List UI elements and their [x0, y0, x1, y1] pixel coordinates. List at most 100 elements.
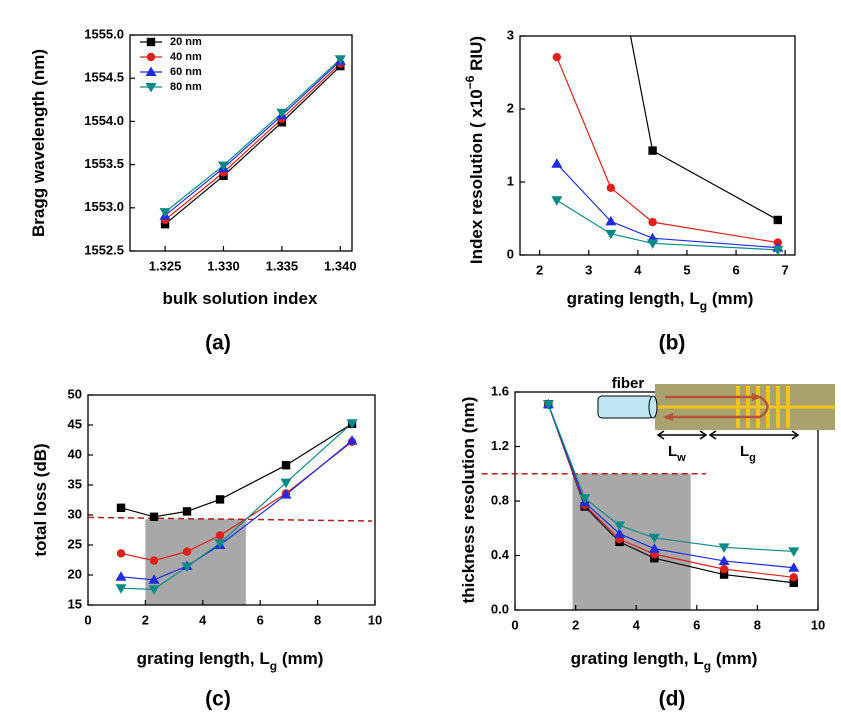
y-tick-label: 1552.5: [84, 242, 124, 257]
plot-frame: [87, 394, 376, 606]
x-axis-label-sub: g: [270, 659, 277, 673]
panel: 0 2 4 6 8 10 15 20 25 30 35 40 45 50 total loss (dB) gr…: [31, 386, 382, 710]
series-line: [164, 60, 341, 217]
marker: [719, 564, 729, 574]
panel-label: (b): [659, 332, 686, 355]
x-tick-label: 6: [257, 612, 264, 627]
marker: [146, 37, 156, 47]
marker: [215, 531, 225, 540]
marker: [605, 215, 617, 226]
marker: [648, 217, 657, 227]
series-line: [547, 404, 794, 553]
x-axis-label-main: grating length, L: [571, 649, 704, 668]
marker: [145, 83, 157, 93]
x-tick-label: 3: [585, 262, 592, 277]
arrowheads: [663, 393, 762, 421]
marker: [542, 400, 554, 410]
fiber-label: fiber: [612, 375, 645, 392]
y-tick-label: 50: [68, 386, 82, 401]
x-tick-label: 1.335: [266, 258, 299, 273]
x-axis-label-main: grating length, L: [137, 649, 270, 668]
marker: [280, 489, 292, 499]
inset-diagram: fiber Lw Lg: [597, 375, 835, 464]
y-tick-label: 35: [68, 476, 82, 491]
panel: 1.325 1.330 1.335 1.340 1552.5 1553.0 1553.5 15…: [29, 26, 356, 354]
y-tick-label: 1: [507, 173, 514, 188]
x-axis-label-end: (mm): [707, 289, 753, 308]
marker: [281, 461, 291, 470]
x-axis-label: grating length, Lg (mm): [571, 649, 758, 673]
y-tick-label: 0.8: [491, 492, 509, 507]
marker: [552, 52, 562, 62]
lg-label: Lg: [740, 443, 756, 464]
series-line: [120, 441, 353, 562]
x-axis-label: bulk solution index: [163, 289, 318, 308]
y-axis-label: total loss (dB): [31, 443, 50, 556]
series-line: [164, 65, 341, 225]
marker: [605, 229, 617, 240]
y-tick-label: 40: [68, 446, 82, 461]
x-axis-label-main: bulk solution index: [163, 289, 318, 308]
series-line: [556, 163, 778, 249]
marker: [182, 507, 192, 516]
marker: [719, 570, 729, 579]
lw-label: Lw: [668, 443, 686, 464]
y-tick-label: 0.4: [491, 547, 510, 562]
y-axis-label-main: total loss (dB): [31, 443, 50, 556]
marker: [334, 55, 346, 65]
series-line: [120, 423, 353, 518]
y-tick-label: 15: [68, 596, 82, 611]
marker: [773, 215, 783, 225]
plot-frame: [519, 35, 796, 256]
legend-label: 20 nm: [170, 36, 202, 48]
series-line: [556, 56, 778, 244]
marker: [551, 196, 563, 206]
panel: 0 2 4 6 8 10 0.0 0.4 0.8 1.2 1.6 thickness resoluti…: [459, 383, 825, 710]
marker: [606, 183, 616, 193]
x-tick-label: 1.325: [149, 258, 182, 273]
x-axis-label-end: (mm): [711, 649, 757, 668]
y-tick-label: 30: [68, 506, 82, 521]
fiber-body: [597, 395, 654, 419]
y-tick-label: 20: [68, 566, 82, 581]
x-tick-label: 7: [782, 262, 789, 277]
y-tick-label: 3: [507, 27, 514, 42]
marker: [614, 528, 626, 538]
marker: [182, 547, 192, 556]
marker: [579, 494, 591, 504]
y-axis-label: thickness resolution (nm): [459, 397, 478, 604]
y-axis-label-main: thickness resolution (nm): [459, 397, 478, 604]
series-line: [556, 199, 778, 251]
series-line: [164, 63, 341, 221]
series-line: [164, 58, 341, 213]
panel-label: (c): [205, 688, 231, 711]
plot-area: [542, 398, 800, 587]
series-line: [547, 404, 794, 578]
marker: [346, 435, 358, 445]
x-tick-label: 1.340: [324, 258, 357, 273]
y-tick-label: 45: [68, 416, 82, 431]
marker: [116, 549, 126, 558]
y-tick-label: 1553.0: [84, 199, 124, 214]
marker: [115, 571, 127, 581]
x-tick-label: 2: [142, 612, 149, 627]
lw-sub: w: [676, 452, 686, 464]
x-tick-label: 5: [683, 262, 690, 277]
x-axis-label-end: (mm): [277, 649, 323, 668]
fiber-end: [648, 395, 658, 419]
marker: [148, 585, 160, 595]
plot-area: [115, 419, 358, 595]
threshold-line: [87, 516, 373, 522]
marker: [115, 584, 127, 594]
marker: [551, 158, 563, 168]
plot-frame: [129, 34, 353, 252]
x-axis-label-sub: g: [700, 299, 707, 313]
marker: [789, 573, 798, 582]
y-tick-label: 1.6: [491, 383, 509, 398]
series-line: [120, 422, 353, 591]
marker: [788, 562, 800, 572]
x-tick-label: 2: [536, 262, 543, 277]
legend-label: 40 nm: [170, 51, 202, 63]
